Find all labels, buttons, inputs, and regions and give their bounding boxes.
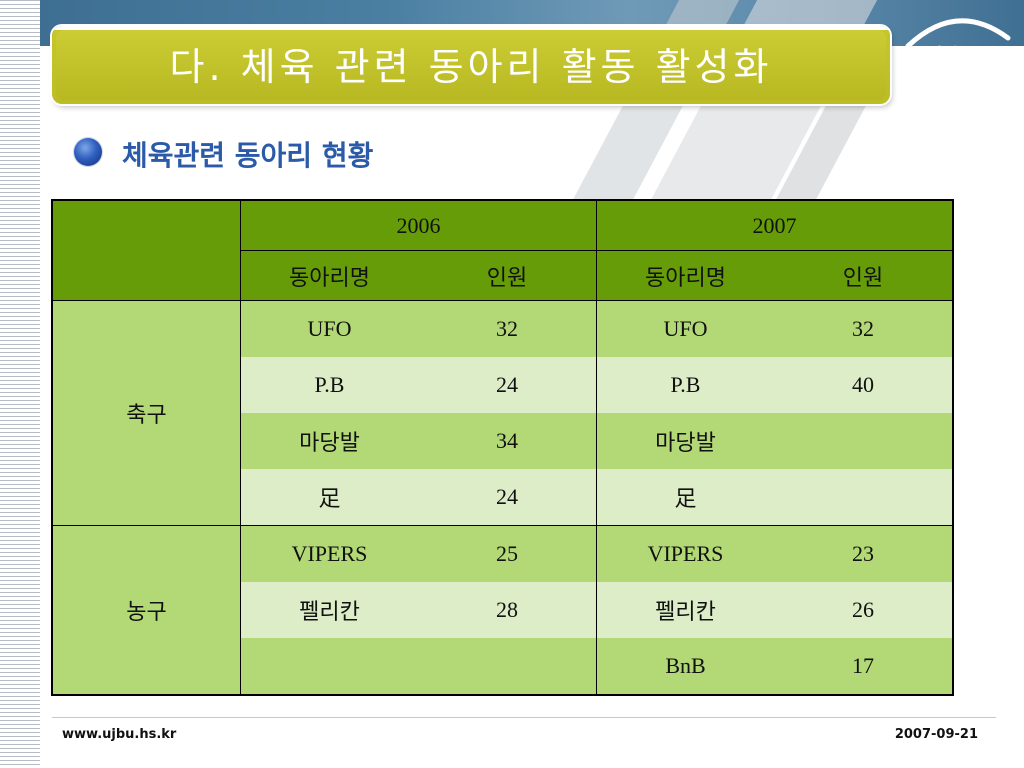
table-cell: P.B (240, 357, 418, 413)
table-cell: 32 (418, 300, 597, 357)
table-row: 足 24 足 (52, 469, 953, 526)
table-cell: 40 (774, 357, 953, 413)
column-header-club-name: 동아리명 (596, 250, 774, 301)
table-cell: 25 (418, 525, 597, 582)
section-subtitle: 체육관련 동아리 현황 (122, 139, 374, 172)
table-row: P.B 24 P.B 40 (52, 357, 953, 413)
year-header-2007: 2007 (596, 200, 953, 251)
table-cell: 28 (418, 582, 597, 638)
footer-website: www.ujbu.hs.kr (62, 727, 177, 742)
table-cell: 26 (774, 582, 953, 638)
table-cell: P.B (596, 357, 774, 413)
table-cell: 足 (240, 469, 418, 526)
column-header-members: 인원 (418, 250, 597, 301)
title-box: 다. 체육 관련 동아리 활동 활성화 (52, 26, 890, 104)
table-cell: VIPERS (596, 525, 774, 582)
table-row: 마당발 34 마당발 (52, 413, 953, 469)
table-cell: 34 (418, 413, 597, 469)
table-cell: VIPERS (240, 525, 418, 582)
footer-date: 2007-09-21 (894, 727, 978, 742)
table-corner-cell (52, 200, 241, 301)
table-cell: 17 (774, 638, 953, 695)
table-cell: 足 (596, 469, 774, 526)
category-cell-soccer: 축구 (51, 300, 241, 526)
table-row: BnB 17 (52, 638, 953, 695)
table-cell: 24 (418, 469, 597, 526)
category-cell-basketball: 농구 (51, 525, 241, 696)
title-box-fill (56, 30, 886, 100)
club-table: 2006 2007 동아리명 인원 동아리명 인원 축구 UFO 32 UFO … (51, 199, 954, 696)
bullet-sphere-icon (74, 138, 102, 166)
table-cell: 24 (418, 357, 597, 413)
school-logo-arc-icon (905, 18, 1011, 49)
table-cell (240, 638, 418, 695)
table-cell: 마당발 (596, 413, 774, 469)
table-row: 축구 UFO 32 UFO 32 (51, 300, 953, 526)
table-cell: BnB (596, 638, 774, 695)
year-header-2006: 2006 (240, 200, 597, 251)
table-cell: UFO (240, 300, 418, 357)
table-cell (418, 638, 597, 695)
table-cell: 23 (774, 525, 953, 582)
left-stripe-decoration (0, 0, 40, 768)
column-header-club-name: 동아리명 (240, 250, 418, 301)
slide-title: 다. 체육 관련 동아리 활동 활성화 (169, 45, 773, 89)
table-cell (774, 469, 953, 526)
table-cell (774, 413, 953, 469)
footer-divider (52, 717, 996, 718)
table-cell: 마당발 (240, 413, 418, 469)
column-header-members: 인원 (774, 250, 953, 301)
table-cell: 펠리칸 (596, 582, 774, 638)
table-cell: UFO (596, 300, 774, 357)
table-cell: 32 (774, 300, 953, 357)
table-row: 펠리칸 28 펠리칸 26 (52, 582, 953, 638)
table-row: 농구 VIPERS 25 VIPERS 23 (51, 525, 953, 696)
school-logo-text: 의정부고 (926, 45, 990, 65)
table-cell: 펠리칸 (240, 582, 418, 638)
